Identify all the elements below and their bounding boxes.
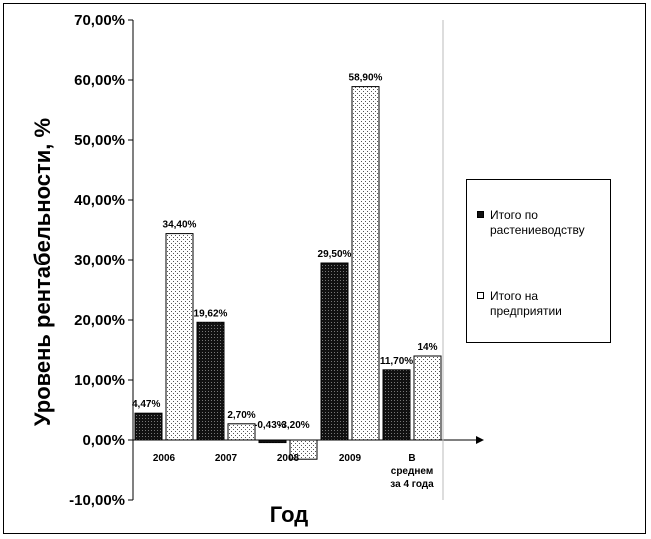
- y-tick-label: 30,00%: [74, 252, 125, 269]
- data-label: 2,70%: [227, 410, 255, 421]
- legend-swatch-dark: [477, 211, 484, 218]
- y-tick-label: 0,00%: [82, 432, 125, 449]
- data-label: -3,20%: [278, 420, 310, 431]
- data-label: 14%: [417, 342, 437, 353]
- y-tick-label: 70,00%: [74, 12, 125, 29]
- legend: Итого по растениеводству Итого на предпр…: [466, 179, 611, 343]
- data-label: 58,90%: [349, 73, 383, 84]
- x-tick-label: среднем: [391, 466, 433, 477]
- data-label: -0,43%: [254, 420, 286, 431]
- y-tick-label: 10,00%: [74, 372, 125, 389]
- bar-crop: [196, 321, 225, 441]
- data-label: 4,47%: [132, 399, 160, 410]
- data-label: 11,70%: [380, 356, 413, 367]
- x-tick-label: 2009: [339, 453, 362, 464]
- x-tick-label: 2007: [215, 453, 238, 464]
- x-tick-label: В: [408, 453, 415, 464]
- y-tick-label: 50,00%: [74, 132, 125, 149]
- bar-enterprise: [165, 233, 194, 441]
- legend-label: Итого по растениеводству: [490, 208, 585, 237]
- x-tick-label: 2008: [277, 453, 300, 464]
- bar-crop: [382, 369, 411, 441]
- data-label: 29,50%: [318, 249, 352, 260]
- y-tick-label: 40,00%: [74, 192, 125, 209]
- x-tick-label: 2006: [153, 453, 176, 464]
- legend-label: Итого на предприятии: [490, 289, 562, 318]
- y-tick-label: -10,00%: [69, 492, 125, 509]
- bar-enterprise: [351, 86, 380, 441]
- x-tick-label: за 4 года: [390, 479, 434, 490]
- legend-swatch-light: [477, 292, 484, 299]
- data-label: 34,40%: [163, 220, 197, 231]
- x-axis-title: Год: [270, 502, 309, 527]
- y-tick-label: 60,00%: [74, 72, 125, 89]
- bar-enterprise: [413, 355, 442, 441]
- plot-area: -10,00% 0,00% 10,00% 20,00% 30,00% 40,00% 50,0…: [69, 12, 484, 509]
- data-label: 19,62%: [194, 308, 228, 319]
- x-axis-arrow: [476, 436, 484, 444]
- y-tick-label: 20,00%: [74, 312, 125, 329]
- bar-enterprise: [227, 423, 256, 441]
- y-axis-title: Уровень рентабельности, %: [30, 118, 55, 426]
- bar-crop: [134, 412, 163, 441]
- bar-crop: [320, 262, 349, 441]
